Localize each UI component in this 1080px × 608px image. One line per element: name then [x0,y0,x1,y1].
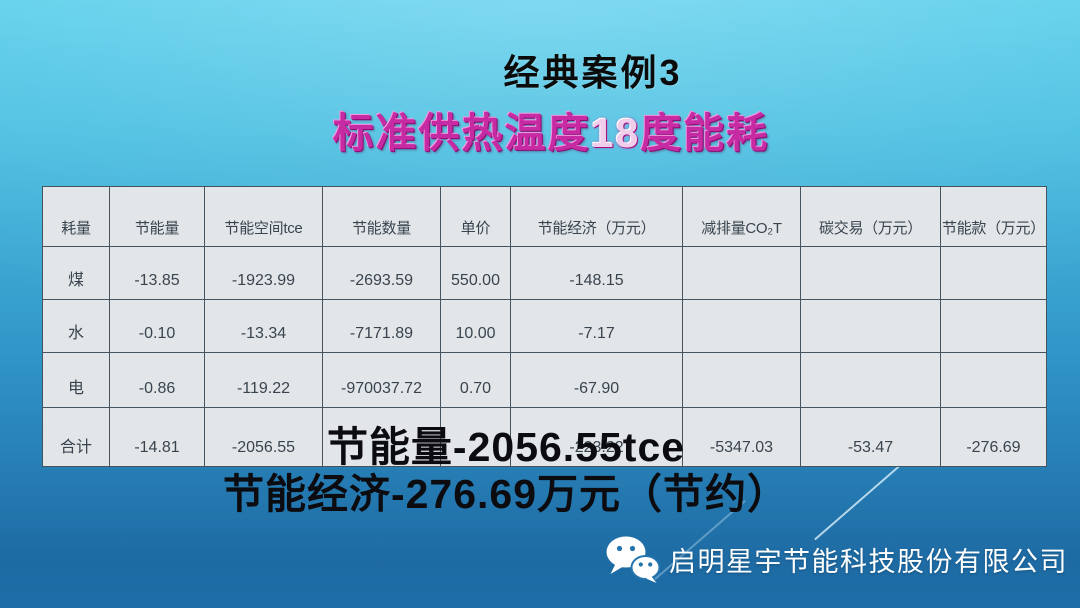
table-cell [440,407,511,467]
table-cell: -7171.89 [322,299,441,353]
table-cell: -148.15 [510,246,683,300]
table-cell: -119.22 [204,352,323,408]
table-row-coal: 煤 -13.85 -1923.99 -2693.59 550.00 -148.1… [42,246,1047,300]
table-cell: -223.22 [510,407,683,467]
subtitle-text-post: 度能耗 [640,110,770,156]
table-cell: -14.81 [109,407,205,467]
energy-savings-table: 耗量 节能量 节能空间tce 节能数量 单价 节能经济（万元） 减排量CO₂T … [42,186,1047,467]
subtitle-number: 18 [590,110,641,156]
table-cell [682,352,801,408]
table-row-total: 合计 -14.81 -2056.55 -223.22 -5347.03 -53.… [42,407,1047,467]
table-cell [940,352,1047,408]
column-header: 节能数量 [322,186,441,247]
table-row-water: 水 -0.10 -13.34 -7171.89 10.00 -7.17 [42,299,1047,353]
table-cell: -67.90 [510,352,683,408]
table-cell [800,246,941,300]
row-header-cell: 合计 [42,407,110,467]
table-cell: -0.10 [109,299,205,353]
row-header-cell: 水 [42,299,110,353]
table-cell: -2056.55 [204,407,323,467]
table-cell: -2693.59 [322,246,441,300]
table-cell [682,246,801,300]
table-cell: -13.34 [204,299,323,353]
table-cell [682,299,801,353]
table-cell: -970037.72 [322,352,441,408]
column-header: 减排量CO₂T [682,186,801,247]
company-branding: 启明星宇节能科技股份有限公司 [605,535,1068,583]
table-cell [800,299,941,353]
table-cell [322,407,441,467]
table-header-row: 耗量 节能量 节能空间tce 节能数量 单价 节能经济（万元） 减排量CO₂T … [42,186,1047,247]
table-cell: -13.85 [109,246,205,300]
slide-title: 经典案例3 [503,52,683,93]
table-cell [940,299,1047,353]
table-cell: -7.17 [510,299,683,353]
table-cell: -5347.03 [682,407,801,467]
table-cell [940,246,1047,300]
table-cell: -53.47 [800,407,941,467]
column-header: 节能量 [109,186,205,247]
table-cell: 0.70 [440,352,511,408]
summary-economy-saving: 节能经济-276.69万元（节约） [222,471,790,517]
table-cell: -1923.99 [204,246,323,300]
column-header: 碳交易（万元） [800,186,941,247]
table-row-electricity: 电 -0.86 -119.22 -970037.72 0.70 -67.90 [42,352,1047,408]
table-cell: -276.69 [940,407,1047,467]
table-cell: 10.00 [440,299,511,353]
table-cell [800,352,941,408]
slide-subtitle: 标准供热温度18度能耗 [0,99,1080,159]
wechat-icon [606,536,661,583]
summary-energy-saving: 节能量-2056.55tce [326,424,686,470]
column-header: 单价 [440,186,511,247]
row-header-cell: 电 [42,352,110,408]
summary-text-block: 节能量-2056.55tce 节能经济-276.69万元（节约） [0,424,1012,518]
table-cell: 550.00 [440,246,511,300]
column-header: 节能款（万元） [940,186,1047,247]
company-name: 启明星宇节能科技股份有限公司 [669,546,1068,577]
row-header-cell: 煤 [42,246,110,300]
table-cell: -0.86 [109,352,205,408]
subtitle-text-pre: 标准供热温度 [332,110,591,156]
column-header: 节能经济（万元） [510,186,683,247]
column-header: 耗量 [42,186,110,247]
column-header: 节能空间tce [204,186,323,247]
